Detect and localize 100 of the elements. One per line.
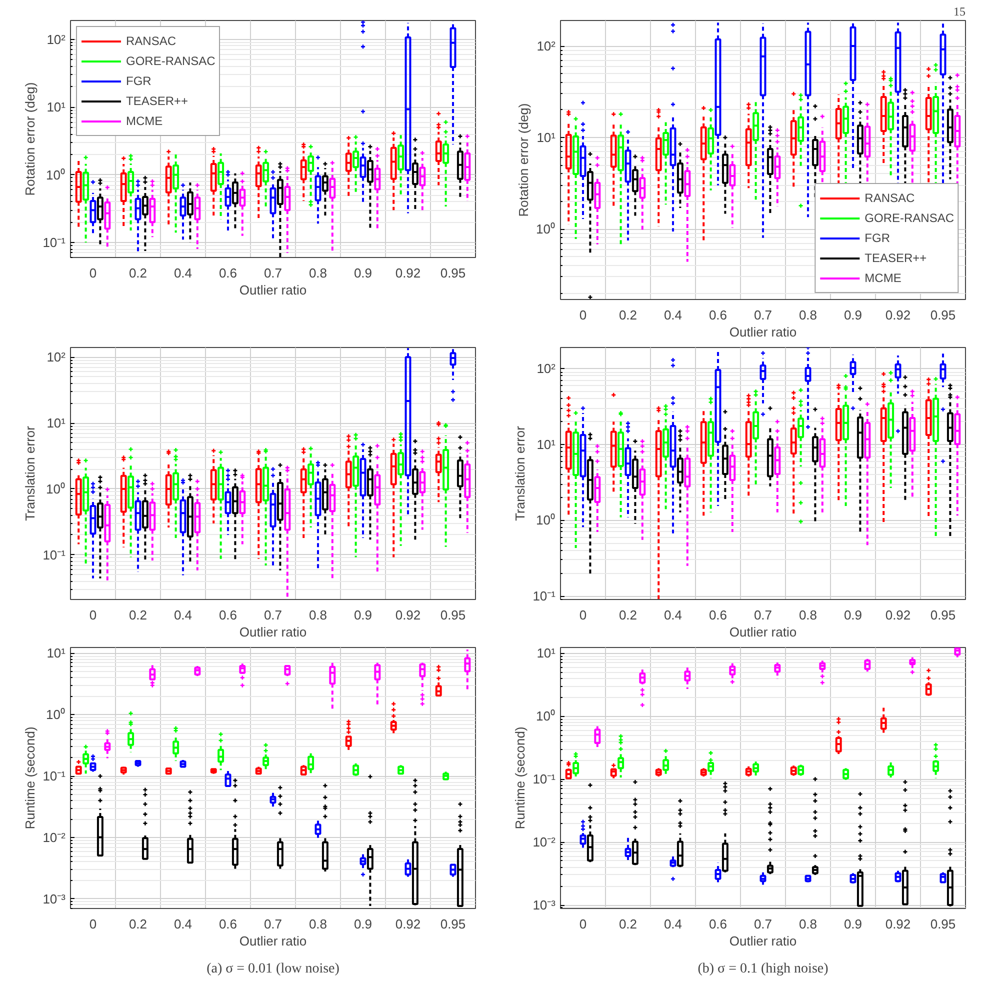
legend-label: GORE-RANSAC <box>126 54 216 68</box>
y-axis-title: Runtime (second) <box>22 726 38 830</box>
legend-label: TEASER++ <box>864 251 927 265</box>
x-tick-label: 0.2 <box>128 916 148 932</box>
x-tick-label: 0.95 <box>440 266 466 280</box>
x-tick-label: 0.6 <box>218 916 238 932</box>
x-tick-label: 0.9 <box>354 608 372 622</box>
x-tick-label: 0 <box>89 608 97 622</box>
y-tick-label: 10² <box>46 32 66 47</box>
x-axis-title: Outlier ratio <box>239 282 307 298</box>
x-tick-label: 0.7 <box>754 608 772 622</box>
y-tick-label: 10⁻¹ <box>532 588 556 604</box>
x-axis-title: Outlier ratio <box>729 624 797 640</box>
y-axis-title: Runtime (second) <box>512 726 528 830</box>
y-tick-label: 10⁻³ <box>42 891 66 906</box>
y-tick-label: 10⁻¹ <box>42 234 66 250</box>
x-tick-label: 0.92 <box>885 916 911 932</box>
x-tick-label: 0.7 <box>264 266 282 280</box>
x-tick-label: 0.2 <box>618 608 638 622</box>
x-tick-label: 0.4 <box>664 916 682 932</box>
x-tick-label: 0.92 <box>395 266 421 280</box>
y-tick-label: 10⁰ <box>536 512 556 528</box>
text: (b) σ = 0.1 (high noise) <box>698 962 829 976</box>
legend-label: RANSAC <box>864 191 915 205</box>
y-axis-title: Translation error <box>512 425 528 521</box>
y-tick-label: 10¹ <box>46 416 66 431</box>
x-tick-label: 0.6 <box>708 608 728 622</box>
y-tick-label: 10⁻² <box>532 834 556 850</box>
x-tick-label: 0.4 <box>174 916 192 932</box>
x-axis-title: Outlier ratio <box>729 934 797 948</box>
legend-label: MCME <box>864 271 902 285</box>
x-tick-label: 0.95 <box>930 608 956 622</box>
x-tick-label: 0.8 <box>308 608 328 622</box>
x-tick-label: 0.4 <box>174 266 192 280</box>
y-tick-label: 10⁻¹ <box>532 772 556 787</box>
legend-label: MCME <box>126 114 163 128</box>
y-tick-label: 10¹ <box>536 130 556 146</box>
y-tick-label: 10⁻³ <box>532 898 556 913</box>
y-axis-title: Rotation error (deg) <box>22 82 38 196</box>
x-tick-label: 0 <box>89 266 97 280</box>
x-tick-label: 0.2 <box>618 308 638 322</box>
legend-label: FGR <box>864 231 890 245</box>
x-tick-label: 0 <box>579 916 587 932</box>
y-tick-label: 10² <box>536 38 556 54</box>
x-tick-label: 0.7 <box>264 916 282 932</box>
y-tick-label: 10⁰ <box>46 481 66 496</box>
x-tick-label: 0.6 <box>708 916 728 932</box>
x-tick-label: 0.9 <box>354 916 372 932</box>
y-tick-label: 10⁰ <box>46 167 66 182</box>
y-tick-label: 10⁻¹ <box>42 547 66 562</box>
x-tick-label: 0.95 <box>930 308 956 322</box>
x-tick-label: 0.8 <box>798 916 818 932</box>
y-tick-label: 10¹ <box>46 100 66 115</box>
x-tick-label: 0.7 <box>754 916 772 932</box>
y-tick-label: 10¹ <box>536 436 556 452</box>
x-tick-label: 0.2 <box>128 608 148 622</box>
x-tick-label: 0.9 <box>354 266 372 280</box>
x-tick-label: 0.95 <box>440 608 466 622</box>
x-tick-label: 0.4 <box>174 608 192 622</box>
x-tick-label: 0.92 <box>395 608 421 622</box>
y-tick-label: 10⁰ <box>536 222 556 237</box>
x-tick-label: 0.92 <box>885 308 911 322</box>
x-tick-label: 0.2 <box>128 266 148 280</box>
x-axis-title: Outlier ratio <box>239 934 307 948</box>
legend-label: FGR <box>126 74 152 88</box>
x-tick-label: 0.8 <box>308 916 328 932</box>
x-tick-label: 0 <box>579 308 587 322</box>
x-tick-label: 0.4 <box>664 608 682 622</box>
x-tick-label: 0.95 <box>930 916 956 932</box>
x-tick-label: 0.2 <box>618 916 638 932</box>
legend-label: TEASER++ <box>126 94 188 108</box>
x-axis-title: Outlier ratio <box>729 324 797 340</box>
x-tick-label: 0.9 <box>844 608 862 622</box>
y-tick-label: 10² <box>46 350 66 365</box>
x-tick-label: 0.7 <box>264 608 282 622</box>
y-axis-title: Rotation error (deg) <box>516 103 532 217</box>
x-tick-label: 0.8 <box>798 608 818 622</box>
legend-label: GORE-RANSAC <box>864 211 954 225</box>
x-tick-label: 0.6 <box>218 266 238 280</box>
x-tick-label: 0.92 <box>395 916 421 932</box>
y-tick-label: 10⁻¹ <box>42 768 66 784</box>
x-tick-label: 0.8 <box>308 266 328 280</box>
y-tick-label: 10⁰ <box>536 708 556 724</box>
legend-label: RANSAC <box>126 34 176 48</box>
text: 15 <box>954 4 966 18</box>
y-tick-label: 10¹ <box>536 646 556 661</box>
x-tick-label: 0.95 <box>440 916 466 932</box>
y-tick-label: 10⁰ <box>46 707 66 722</box>
y-tick-label: 10² <box>536 361 556 376</box>
x-tick-label: 0 <box>579 608 587 622</box>
y-axis-title: Translation error <box>22 425 38 521</box>
x-axis-title: Outlier ratio <box>239 624 307 640</box>
x-tick-label: 0 <box>89 916 97 932</box>
x-tick-label: 0.6 <box>218 608 238 622</box>
y-tick-label: 10¹ <box>46 646 66 661</box>
x-tick-label: 0.7 <box>754 308 772 322</box>
x-tick-label: 0.4 <box>664 308 682 322</box>
y-tick-label: 10⁻² <box>42 830 66 846</box>
x-tick-label: 0.9 <box>844 916 862 932</box>
x-tick-label: 0.6 <box>708 308 728 322</box>
